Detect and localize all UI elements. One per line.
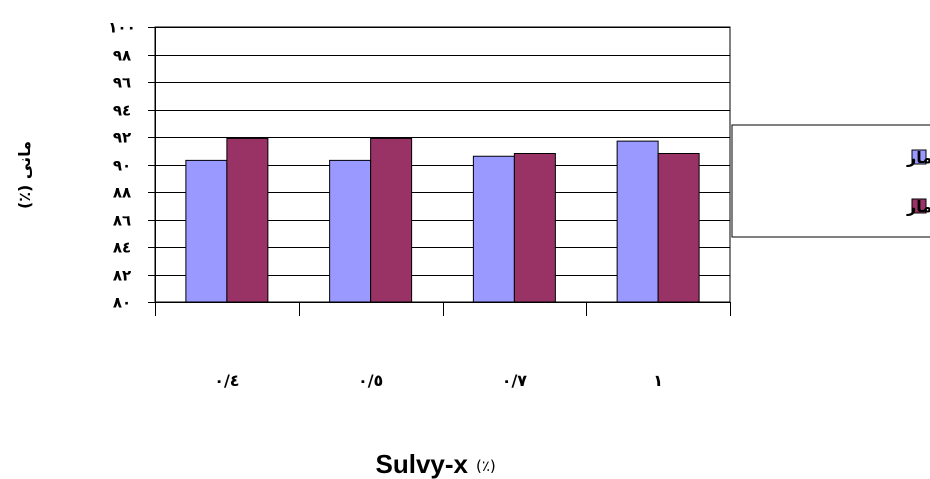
x-tick-label: ٠/٥: [358, 371, 383, 390]
x-axis-label: Sulvy-x: [376, 449, 469, 479]
y-axis-label: مانی (٪): [15, 141, 34, 209]
y-tick-label: ٩٠: [113, 157, 131, 175]
y-tick-label: ٨٨: [113, 184, 131, 202]
bar-without-pretreatment: [472, 155, 515, 303]
bar-without-pretreatment: [329, 159, 372, 303]
y-tick-label: ٩٢: [113, 129, 131, 147]
x-axis-label-unit: (٪): [476, 457, 496, 475]
y-tick-label: ٩٤: [113, 102, 131, 120]
bar-with-pretreatment: [513, 153, 556, 303]
bar-without-pretreatment: [185, 159, 228, 303]
y-tick-label: ٩٨: [113, 47, 131, 65]
y-tick-label: ٨٢: [113, 267, 131, 285]
legend-box: [731, 124, 930, 238]
x-tick-label: ١: [653, 371, 663, 390]
legend-label-without-pretreatment: بدون پیش تیمار: [906, 148, 930, 168]
y-tick-label: ١٠٠: [108, 19, 135, 37]
bar-without-pretreatment: [616, 140, 659, 303]
y-tick-label: ٨٤: [113, 239, 131, 257]
x-tick-label: ٠/٧: [502, 371, 528, 390]
bar-with-pretreatment: [370, 137, 413, 303]
axes: [148, 27, 731, 316]
y-tick-label: ٨٠: [113, 294, 131, 312]
y-tick-labels: ٨٠ ٨٢ ٨٤ ٨٦ ٨٨ ٩٠ ٩٢ ٩٤ ٩٦ ٩٨ ١٠٠: [108, 19, 135, 312]
legend-label-with-pretreatment: با پیش تیمار: [906, 197, 930, 217]
legend-swatch-with-pretreatment: [911, 198, 927, 214]
y-tick-label: ٩٦: [113, 74, 131, 92]
bar-with-pretreatment: [657, 153, 700, 303]
legend-swatch-without-pretreatment: [911, 149, 927, 165]
bar-with-pretreatment: [226, 137, 269, 303]
x-tick-labels: ٠/٤ ٠/٥ ٠/٧ ١: [214, 371, 663, 390]
legend: بدون پیش تیمار با پیش تیمار: [731, 124, 930, 238]
x-tick-label: ٠/٤: [214, 371, 239, 390]
y-tick-label: ٨٦: [113, 212, 131, 230]
bars: [185, 137, 700, 303]
